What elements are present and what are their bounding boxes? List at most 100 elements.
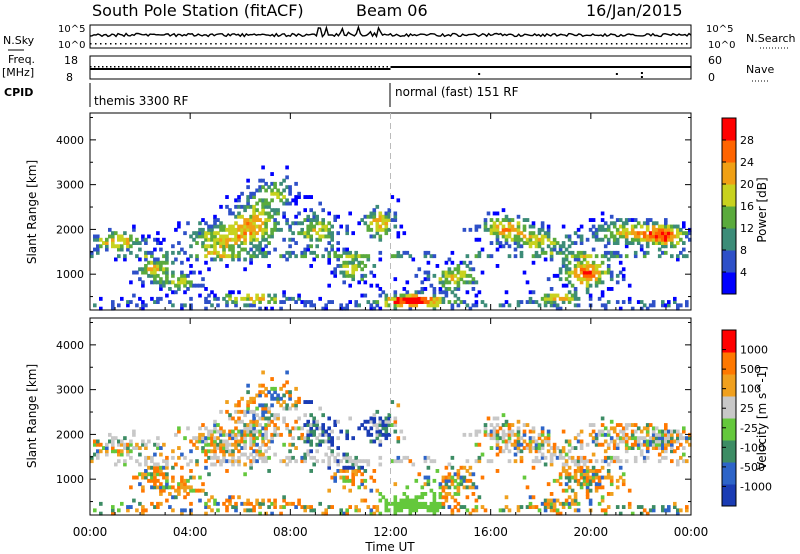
power-cell xyxy=(531,231,536,236)
power-cell xyxy=(246,296,250,301)
nsearch-dot xyxy=(415,43,417,45)
power-cell xyxy=(375,221,380,226)
velocity-cell xyxy=(582,455,587,460)
power-cell xyxy=(438,287,443,291)
power-cell xyxy=(540,224,545,229)
velocity-cell xyxy=(249,429,253,434)
velocity-cell xyxy=(243,413,247,418)
power-cell xyxy=(351,277,355,282)
power-cell xyxy=(606,257,611,262)
velocity-cell xyxy=(537,432,542,437)
velocity-cell xyxy=(111,505,115,509)
velocity-cell xyxy=(243,501,247,506)
velocity-cell xyxy=(357,469,361,473)
power-cell xyxy=(171,270,175,275)
power-cell xyxy=(183,277,187,282)
power-cell xyxy=(612,237,617,242)
power-cell xyxy=(441,296,446,301)
power-cell xyxy=(192,283,196,288)
power-cell xyxy=(159,280,163,285)
velocity-cell xyxy=(504,446,509,450)
power-cell xyxy=(657,241,662,245)
power-cell xyxy=(594,254,599,259)
power-cell xyxy=(231,290,235,295)
power-cell xyxy=(228,227,232,232)
velocity-cell xyxy=(600,416,605,421)
power-cell xyxy=(444,280,449,285)
power-cell xyxy=(564,270,569,275)
power-cell xyxy=(399,224,404,229)
velocity-cell xyxy=(252,508,256,513)
power-cell xyxy=(351,273,355,278)
power-cell xyxy=(165,267,169,272)
power-cell xyxy=(237,257,241,262)
power-cell xyxy=(192,270,196,275)
velocity-cell xyxy=(582,459,587,464)
power-cell xyxy=(231,247,235,252)
power-cell xyxy=(679,237,683,242)
velocity-cell xyxy=(291,403,295,408)
power-cell xyxy=(348,260,352,265)
velocity-cell xyxy=(255,436,259,441)
nsearch-dot xyxy=(390,43,392,45)
velocity-cell xyxy=(396,439,401,444)
nsearch-dot xyxy=(405,43,407,45)
power-cell xyxy=(309,208,313,213)
power-cell xyxy=(252,234,256,239)
power-cell xyxy=(645,241,650,245)
nave-dot xyxy=(226,66,228,68)
power-cell xyxy=(225,234,229,239)
nave-dot xyxy=(178,66,180,68)
velocity-cell xyxy=(676,511,680,516)
nave-dot xyxy=(250,66,252,68)
power-cell xyxy=(135,303,139,308)
velocity-cell xyxy=(654,432,659,437)
velocity-cell xyxy=(180,511,184,516)
velocity-cell xyxy=(624,432,629,437)
nave-dot xyxy=(679,66,681,68)
velocity-cell xyxy=(624,436,629,441)
velocity-cell xyxy=(222,452,226,457)
velocity-cell xyxy=(489,459,494,464)
velocity-cell xyxy=(438,485,443,490)
velocity-cell xyxy=(432,501,437,506)
power-cell xyxy=(246,303,250,308)
velocity-cell xyxy=(327,455,331,460)
power-cell xyxy=(351,264,355,268)
power-cell xyxy=(132,241,136,245)
velocity-cell xyxy=(459,482,464,487)
velocity-cell xyxy=(477,459,482,464)
power-cell xyxy=(579,270,584,275)
velocity-cell xyxy=(339,511,343,516)
power-cell xyxy=(165,280,169,285)
power-cell xyxy=(573,293,578,298)
power-cell xyxy=(96,237,100,242)
velocity-cell xyxy=(312,419,316,424)
power-cell xyxy=(579,234,584,239)
power-cell xyxy=(225,254,229,259)
power-cell xyxy=(525,237,530,242)
nsearch-dot xyxy=(640,43,643,45)
power-cell xyxy=(630,306,635,311)
velocity-cell xyxy=(288,429,292,434)
power-cell xyxy=(540,221,545,226)
power-cell xyxy=(258,247,262,252)
power-cell xyxy=(396,300,401,304)
velocity-cell xyxy=(309,455,313,460)
power-cell xyxy=(531,290,536,295)
velocity-cell xyxy=(264,416,268,421)
power-cell xyxy=(576,257,581,262)
velocity-cell xyxy=(682,436,686,441)
velocity-cell xyxy=(183,455,187,460)
velocity-cell xyxy=(576,455,581,460)
power-cell xyxy=(564,267,569,272)
velocity-cell xyxy=(309,426,313,431)
power-cell xyxy=(261,208,265,213)
velocity-cell xyxy=(537,508,542,513)
power-cell xyxy=(348,254,352,259)
velocity-cell xyxy=(378,416,383,421)
velocity-cell xyxy=(459,465,464,470)
velocity-cell xyxy=(144,508,148,513)
power-cell xyxy=(156,280,160,285)
velocity-cell xyxy=(318,432,322,437)
